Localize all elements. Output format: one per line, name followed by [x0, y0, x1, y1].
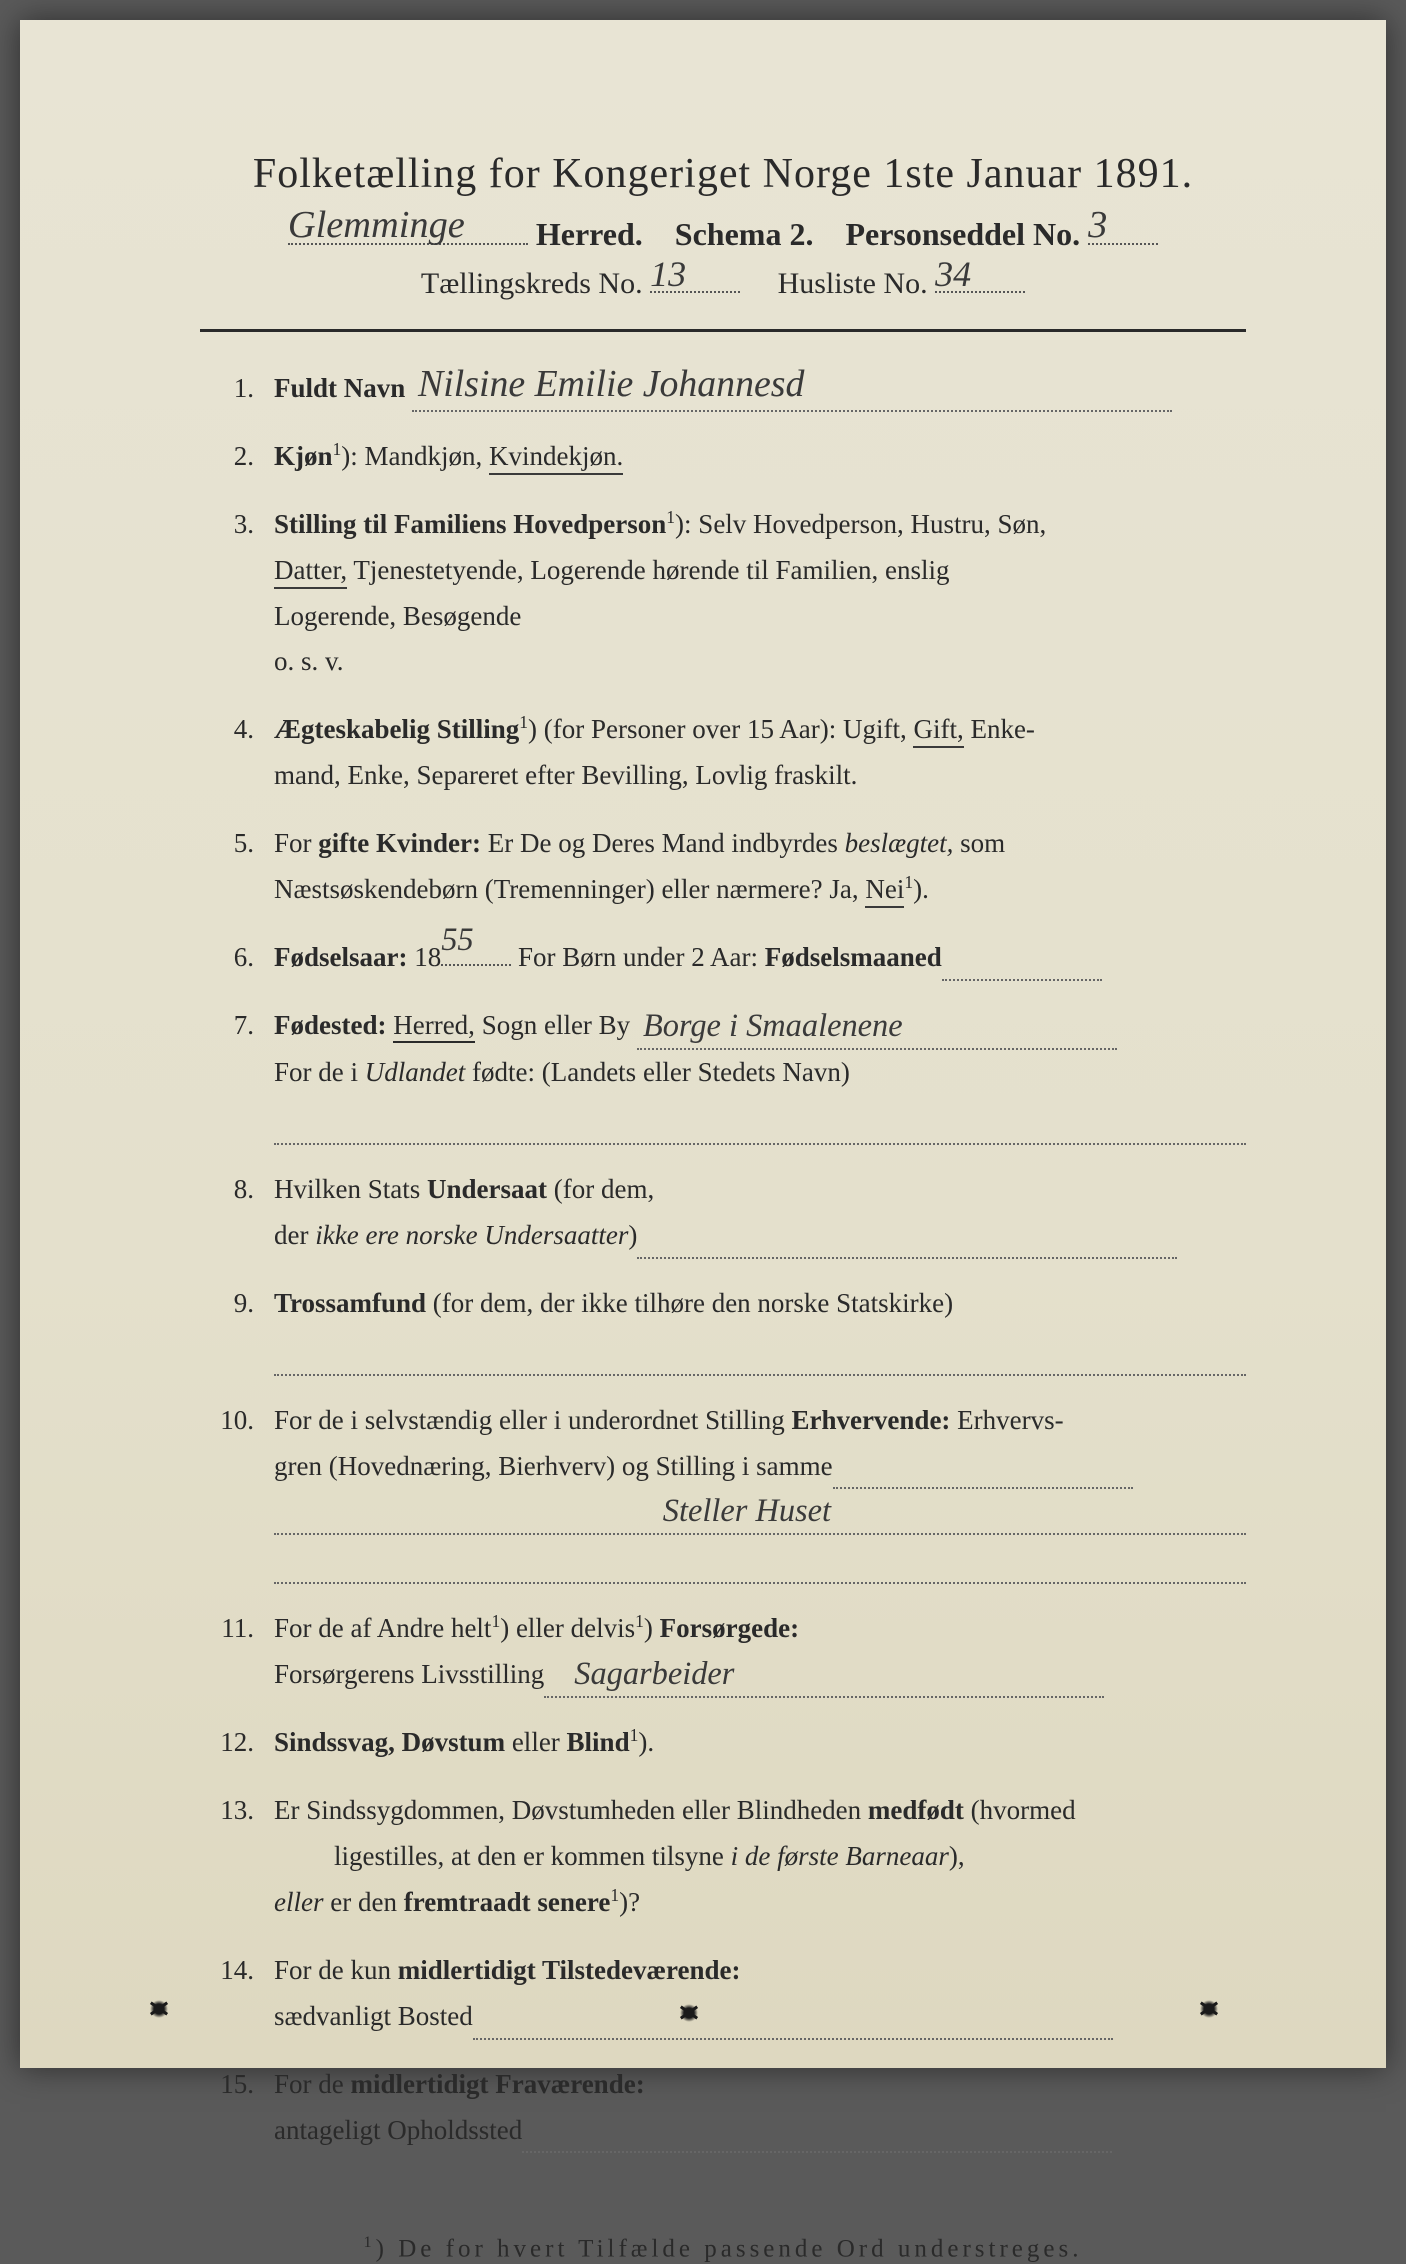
item-12: 12. Sindssvag, Døvstum eller Blind1).	[210, 1720, 1246, 1766]
item-11-value: Sagarbeider	[574, 1647, 734, 1702]
item-11: 11. For de af Andre helt1) eller delvis1…	[210, 1606, 1246, 1698]
item-10: 10. For de i selvstændig eller i underor…	[210, 1398, 1246, 1585]
item-3-label: Stilling til Familiens Hovedperson	[274, 509, 666, 539]
item-6: 6. Fødselsaar: 1855 For Børn under 2 Aar…	[210, 935, 1246, 981]
item-1-label: Fuldt Navn	[274, 373, 405, 403]
item-1: 1. Fuldt Navn Nilsine Emilie Johannesd	[210, 366, 1246, 412]
item-9: 9. Trossamfund (for dem, der ikke tilhør…	[210, 1281, 1246, 1376]
item-2: 2. Kjøn1): Mandkjøn, Kvindekjøn.	[210, 434, 1246, 480]
item-7: 7. Fødested: Herred, Sogn eller By Borge…	[210, 1003, 1246, 1145]
item-14: 14. For de kun midlertidigt Tilstedevære…	[210, 1948, 1246, 2040]
item-number: 5.	[210, 821, 274, 913]
item-7-label: Fødested:	[274, 1010, 386, 1040]
item-7-value: Borge i Smaalenene	[643, 999, 903, 1054]
item-11-label: Forsørgede:	[660, 1613, 799, 1643]
item-number: 9.	[210, 1281, 274, 1376]
taellingskreds-no: 13	[650, 253, 686, 295]
item-3-selected: Datter,	[274, 555, 347, 589]
item-2-label: Kjøn	[274, 441, 333, 471]
item-4-label: Ægteskabelig Stilling	[274, 714, 519, 744]
schema-label: Schema 2.	[675, 216, 814, 252]
item-number: 7.	[210, 1003, 274, 1145]
taellingskreds-label: Tællingskreds No.	[421, 267, 643, 300]
item-6-year: 55	[441, 913, 473, 968]
item-10-value: Steller Huset	[663, 1484, 831, 1539]
page-title: Folketælling for Kongeriget Norge 1ste J…	[200, 150, 1246, 198]
divider	[200, 329, 1246, 332]
item-4: 4. Ægteskabelig Stilling1) (for Personer…	[210, 707, 1246, 799]
herred-label: Herred.	[536, 216, 643, 252]
item-5-selected: Nei	[865, 874, 904, 908]
item-number: 2.	[210, 434, 274, 480]
item-14-label: midlertidigt Tilstedeværende:	[398, 1955, 741, 1985]
husliste-label: Husliste No.	[778, 267, 928, 300]
item-13: 13. Er Sindssygdommen, Døvstumheden elle…	[210, 1788, 1246, 1926]
punch-mark-icon	[1200, 2000, 1218, 2018]
item-number: 4.	[210, 707, 274, 799]
item-number: 1.	[210, 366, 274, 412]
item-15: 15. For de midlertidigt Fraværende: anta…	[210, 2062, 1246, 2154]
item-1-value: Nilsine Emilie Johannesd	[418, 352, 804, 416]
item-5: 5. For gifte Kvinder: Er De og Deres Man…	[210, 821, 1246, 913]
item-13-label: medfødt	[868, 1795, 964, 1825]
item-number: 14.	[210, 1948, 274, 2040]
item-3: 3. Stilling til Familiens Hovedperson1):…	[210, 502, 1246, 686]
punch-mark-icon	[680, 2004, 698, 2022]
form-body: 1. Fuldt Navn Nilsine Emilie Johannesd 2…	[200, 366, 1246, 2153]
item-number: 12.	[210, 1720, 274, 1766]
item-5-label: gifte Kvinder:	[318, 828, 481, 858]
item-number: 6.	[210, 935, 274, 981]
item-number: 11.	[210, 1606, 274, 1698]
herred-value: Glemminge	[288, 203, 465, 247]
header-line-3: Tællingskreds No. 13 Husliste No. 34	[200, 267, 1246, 301]
item-number: 8.	[210, 1167, 274, 1259]
header-line-2: Glemminge Herred. Schema 2. Personseddel…	[200, 216, 1246, 253]
item-9-label: Trossamfund	[274, 1288, 426, 1318]
item-2-options: Mandkjøn,	[365, 441, 490, 471]
item-number: 10.	[210, 1398, 274, 1585]
item-12-label: Sindssvag, Døvstum	[274, 1727, 505, 1757]
item-number: 13.	[210, 1788, 274, 1926]
punch-mark-icon	[150, 2000, 168, 2018]
item-number: 15.	[210, 2062, 274, 2154]
personseddel-label: Personseddel No.	[845, 216, 1080, 252]
item-10-label: Erhvervende:	[791, 1405, 950, 1435]
item-8-label: Undersaat	[427, 1174, 547, 1204]
footnote: 1) De for hvert Tilfælde passende Ord un…	[200, 2233, 1246, 2263]
item-2-selected: Kvindekjøn.	[489, 441, 623, 475]
item-15-label: midlertidigt Fraværende:	[351, 2069, 645, 2099]
footnote-text: ) De for hvert Tilfælde passende Ord und…	[376, 2236, 1083, 2263]
census-form-page: Folketælling for Kongeriget Norge 1ste J…	[20, 20, 1386, 2068]
item-4-selected: Gift,	[913, 714, 963, 748]
personseddel-no: 3	[1088, 203, 1107, 247]
item-8: 8. Hvilken Stats Undersaat (for dem, der…	[210, 1167, 1246, 1259]
husliste-no: 34	[935, 253, 971, 295]
item-number: 3.	[210, 502, 274, 686]
item-6-label: Fødselsaar:	[274, 942, 407, 972]
